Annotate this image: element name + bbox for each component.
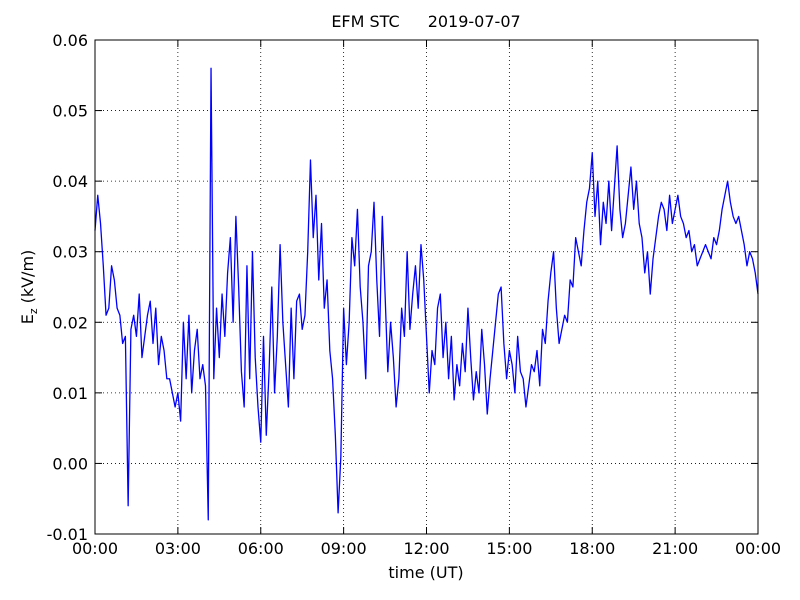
- x-tick-label: 12:00: [403, 539, 449, 558]
- y-tick-label: 0.06: [52, 31, 88, 50]
- y-tick-label: 0.01: [52, 384, 88, 403]
- y-tick-label: -0.01: [47, 525, 88, 544]
- x-tick-label: 15:00: [486, 539, 532, 558]
- x-tick-label: 03:00: [155, 539, 201, 558]
- x-tick-label: 06:00: [238, 539, 284, 558]
- data-line: [94, 67, 759, 521]
- y-tick-label: 0.02: [52, 313, 88, 332]
- y-label-subscript: z: [27, 308, 40, 314]
- x-tick-label: 00:00: [735, 539, 781, 558]
- y-axis-label: Ez (kV/m): [18, 250, 40, 325]
- x-tick-label: 21:00: [652, 539, 698, 558]
- plot-frame: [94, 39, 759, 535]
- y-tick-label: 0.03: [52, 243, 88, 262]
- y-label-unit: (kV/m): [18, 250, 37, 304]
- x-tick-label: 00:00: [72, 539, 118, 558]
- chart-title: EFM STC 2019-07-07: [331, 12, 520, 31]
- x-tick-label: 09:00: [321, 539, 367, 558]
- y-tick-label: 0.00: [52, 454, 88, 473]
- y-tick-label: 0.05: [52, 102, 88, 121]
- x-tick-label: 18:00: [569, 539, 615, 558]
- y-tick-label: 0.04: [52, 172, 88, 191]
- x-axis-label: time (UT): [388, 563, 463, 582]
- title-text: EFM STC: [331, 12, 399, 31]
- y-label-symbol: E: [18, 314, 37, 324]
- title-date: 2019-07-07: [428, 12, 521, 31]
